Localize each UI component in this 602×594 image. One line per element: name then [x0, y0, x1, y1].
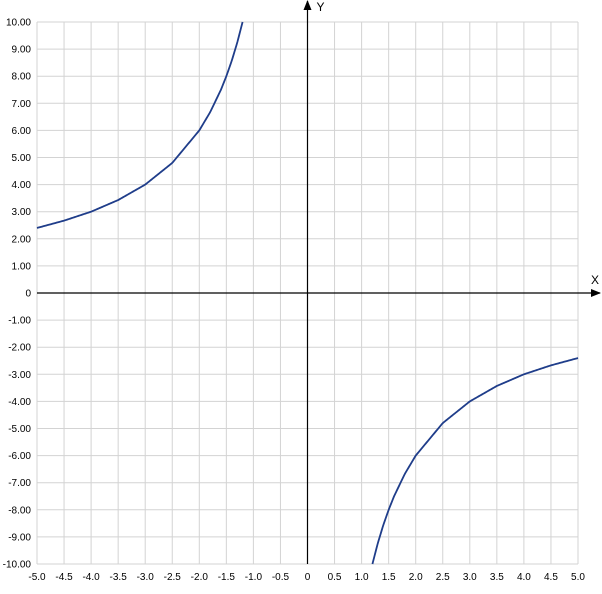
y-tick-label: 10.00	[6, 18, 31, 29]
x-tick-label: 4.5	[544, 572, 558, 583]
x-tick-label: -0.5	[272, 572, 290, 583]
x-tick-label: -3.5	[110, 572, 128, 583]
x-tick-label: -5.0	[28, 572, 46, 583]
y-tick-label: 9.00	[12, 45, 32, 56]
y-axis-arrow-icon	[303, 0, 312, 10]
axes	[37, 0, 601, 564]
y-tick-label: -3.00	[8, 370, 31, 381]
x-tick-label: -4.5	[55, 572, 73, 583]
y-axis-label: Y	[317, 0, 325, 14]
y-tick-label: 5.00	[12, 153, 32, 164]
y-tick-label: -2.00	[8, 343, 31, 354]
x-tick-label: -1.0	[245, 572, 263, 583]
x-tick-label: 0.5	[328, 572, 342, 583]
y-tick-label: -6.00	[8, 451, 31, 462]
y-tick-label: 0	[25, 289, 31, 300]
x-axis-label: X	[591, 273, 599, 287]
x-tick-label: -3.0	[137, 572, 155, 583]
y-tick-label: -9.00	[8, 532, 31, 543]
x-tick-label: 1.5	[382, 572, 396, 583]
y-tick-label: 4.00	[12, 180, 32, 191]
x-tick-label: -2.5	[164, 572, 182, 583]
x-axis-arrow-icon	[591, 289, 601, 297]
y-tick-label: 8.00	[12, 72, 32, 83]
x-tick-label: 5.0	[571, 572, 585, 583]
x-tick-label: 2.5	[436, 572, 450, 583]
y-tick-label: -10.00	[3, 560, 32, 571]
x-tick-label: 2.0	[409, 572, 423, 583]
x-tick-label: 0	[305, 572, 311, 583]
curves	[36, 21, 579, 565]
x-tick-label: 4.0	[517, 572, 531, 583]
y-tick-label: 2.00	[12, 234, 32, 245]
y-tick-label: -5.00	[8, 424, 31, 435]
y-tick-label: 6.00	[12, 126, 32, 137]
y-tick-label: 3.00	[12, 207, 32, 218]
x-tick-label: -2.0	[191, 572, 209, 583]
x-tick-label: 3.0	[463, 572, 477, 583]
y-tick-label: -1.00	[8, 316, 31, 327]
x-tick-label: -1.5	[218, 572, 236, 583]
curve-segment	[36, 21, 244, 229]
x-tick-label: -4.0	[82, 572, 100, 583]
y-tick-label: 1.00	[12, 261, 32, 272]
y-tick-label: -8.00	[8, 505, 31, 516]
y-tick-label: 7.00	[12, 99, 32, 110]
y-tick-label: -4.00	[8, 397, 31, 408]
y-tick-label: -7.00	[8, 478, 31, 489]
curve-segment	[371, 357, 579, 565]
y-tick-labels: 10.00 9.00 8.00 7.00 6.00 5.00 4.00 3.00 2.00 1.0…	[3, 18, 32, 571]
x-tick-label: 1.0	[355, 572, 369, 583]
x-tick-labels: -5.0 -4.5 -4.0 -3.5 -3.0 -2.5 -2.0 -1.5 -1.0 -0.5…	[28, 572, 585, 583]
x-tick-label: 3.5	[490, 572, 504, 583]
